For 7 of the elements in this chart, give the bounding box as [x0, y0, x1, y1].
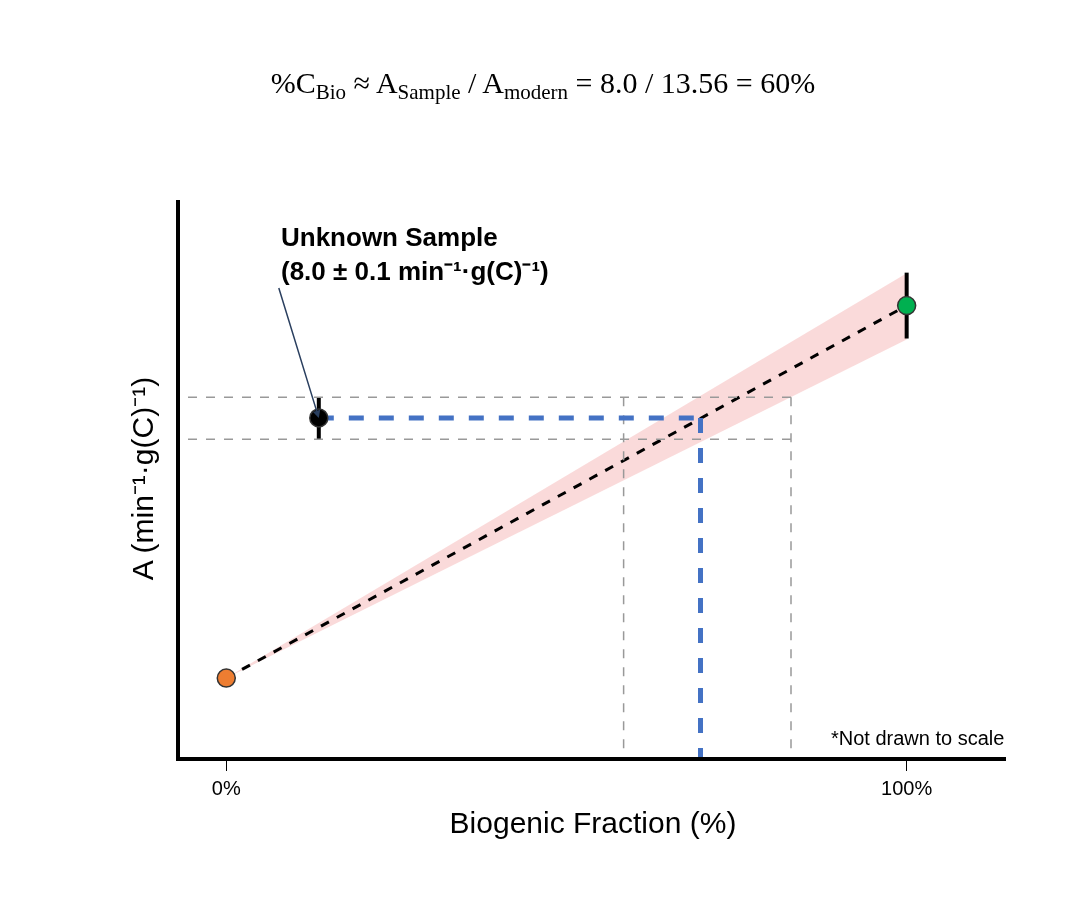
x-tick-label: 0% — [211, 777, 241, 799]
x-tick-label: 100% — [881, 777, 933, 799]
chart-title: %C$_{Bio}$ ≈ A$_{Sample}$ / A$_{modern}$ = 8.0 / 13.56 = 60% — [270, 65, 816, 105]
annotation: Unknown Sample (8.0 ± 0.1 min⁻¹·g(C)⁻¹) — [281, 222, 549, 286]
x-axis-title: Biogenic Fraction (%) — [449, 806, 737, 839]
annotation: *Not drawn to scale — [831, 727, 1005, 749]
y-axis-title: A (min⁻¹·g(C)⁻¹) — [125, 376, 159, 581]
